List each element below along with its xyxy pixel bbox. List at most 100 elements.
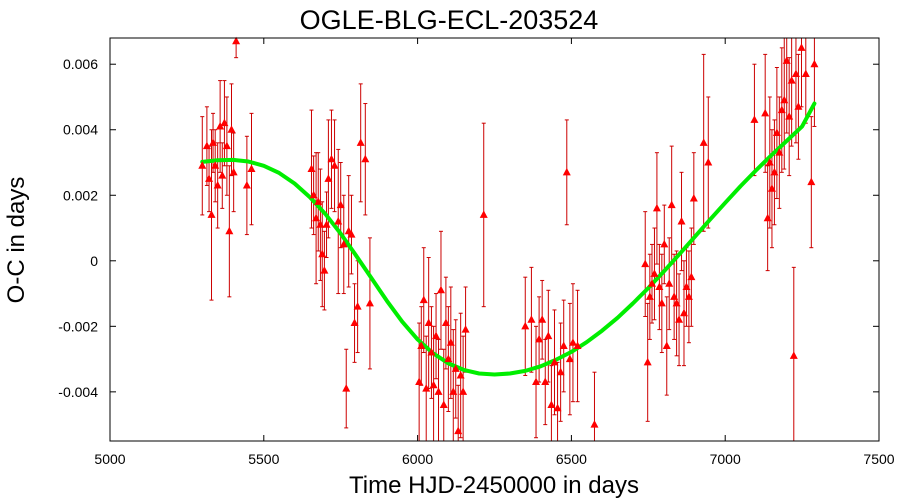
data-point	[684, 292, 693, 300]
data-point	[436, 285, 445, 294]
data-point	[353, 302, 362, 310]
data-point	[361, 154, 370, 163]
data-point	[761, 108, 770, 117]
data-point	[227, 125, 236, 133]
data-point	[785, 112, 794, 120]
data-point	[655, 282, 664, 291]
data-point	[538, 315, 547, 323]
data-point	[365, 298, 374, 307]
data-points	[198, 36, 819, 435]
data-point	[782, 56, 791, 64]
data-point	[429, 380, 438, 389]
data-point	[456, 370, 465, 379]
data-point	[547, 400, 556, 408]
data-point	[205, 174, 214, 182]
data-point	[704, 158, 713, 166]
data-point	[672, 298, 681, 307]
data-point	[479, 210, 488, 218]
data-point	[550, 357, 559, 366]
data-point	[787, 76, 796, 84]
data-point	[562, 167, 571, 176]
data-point	[645, 292, 654, 300]
data-point	[220, 118, 229, 127]
data-point	[770, 167, 779, 176]
data-point	[650, 269, 659, 277]
data-point	[689, 194, 698, 202]
y-tick-label: -0.002	[58, 318, 98, 334]
data-point	[422, 384, 431, 392]
data-point	[641, 259, 650, 268]
data-point	[687, 272, 696, 281]
data-point	[320, 266, 329, 274]
data-point	[242, 180, 251, 189]
data-point	[780, 95, 789, 104]
data-point	[446, 338, 455, 346]
data-point	[675, 315, 684, 323]
data-point	[544, 331, 553, 340]
data-point	[213, 180, 222, 189]
data-point	[767, 184, 776, 192]
y-tick-label: 0.006	[63, 56, 98, 72]
data-point	[209, 138, 218, 146]
y-axis-label: O-C in days	[3, 177, 30, 304]
data-point	[216, 121, 225, 130]
data-point	[218, 171, 227, 179]
data-point	[775, 148, 784, 156]
data-point	[316, 220, 325, 228]
data-point	[765, 158, 774, 166]
data-point	[682, 282, 691, 291]
data-point	[559, 341, 568, 349]
data-point	[461, 325, 470, 333]
data-point	[662, 341, 671, 349]
data-point	[232, 36, 241, 45]
data-point	[772, 128, 781, 137]
data-point	[356, 138, 365, 146]
y-tick-label: 0	[90, 253, 98, 269]
data-point	[419, 295, 428, 304]
data-point	[312, 213, 321, 222]
data-point	[451, 364, 460, 372]
data-point	[750, 115, 759, 123]
data-point	[665, 279, 674, 287]
data-point	[556, 367, 565, 376]
fit-line	[200, 101, 817, 377]
data-point	[801, 69, 810, 78]
data-point	[532, 377, 541, 386]
data-point	[441, 318, 450, 327]
data-point	[350, 318, 359, 327]
x-tick-label: 7000	[710, 451, 741, 467]
data-point	[789, 351, 798, 359]
data-point	[202, 141, 211, 150]
x-axis-label: Time HJD-2450000 in days	[349, 472, 639, 499]
data-point	[797, 43, 806, 51]
data-point	[327, 154, 336, 163]
data-point	[307, 164, 316, 173]
data-point	[521, 321, 530, 330]
data-point	[449, 387, 458, 395]
data-point	[670, 292, 679, 300]
data-point	[334, 216, 343, 225]
data-point	[444, 354, 453, 363]
data-point	[309, 190, 318, 199]
data-point	[643, 357, 652, 366]
x-tick-label: 5500	[248, 451, 279, 467]
y-tick-label: 0.004	[63, 122, 98, 138]
y-tick-label: -0.004	[58, 384, 98, 400]
data-point	[229, 167, 238, 176]
data-point	[660, 239, 669, 248]
data-point	[342, 384, 351, 392]
data-point	[791, 69, 800, 78]
data-point	[679, 308, 688, 317]
data-point	[339, 239, 348, 248]
plot-frame	[109, 37, 880, 442]
data-point	[417, 341, 426, 349]
data-point	[225, 226, 234, 235]
data-point	[810, 59, 819, 68]
x-tick-label: 7500	[863, 451, 894, 467]
data-point	[647, 279, 656, 287]
axis-ticks: 5000 5500 6000 6500 7000 7500 -0.004 -0.002 0 0.0…	[58, 38, 895, 467]
data-point	[434, 387, 443, 395]
data-point	[807, 177, 816, 186]
data-point	[590, 420, 599, 428]
